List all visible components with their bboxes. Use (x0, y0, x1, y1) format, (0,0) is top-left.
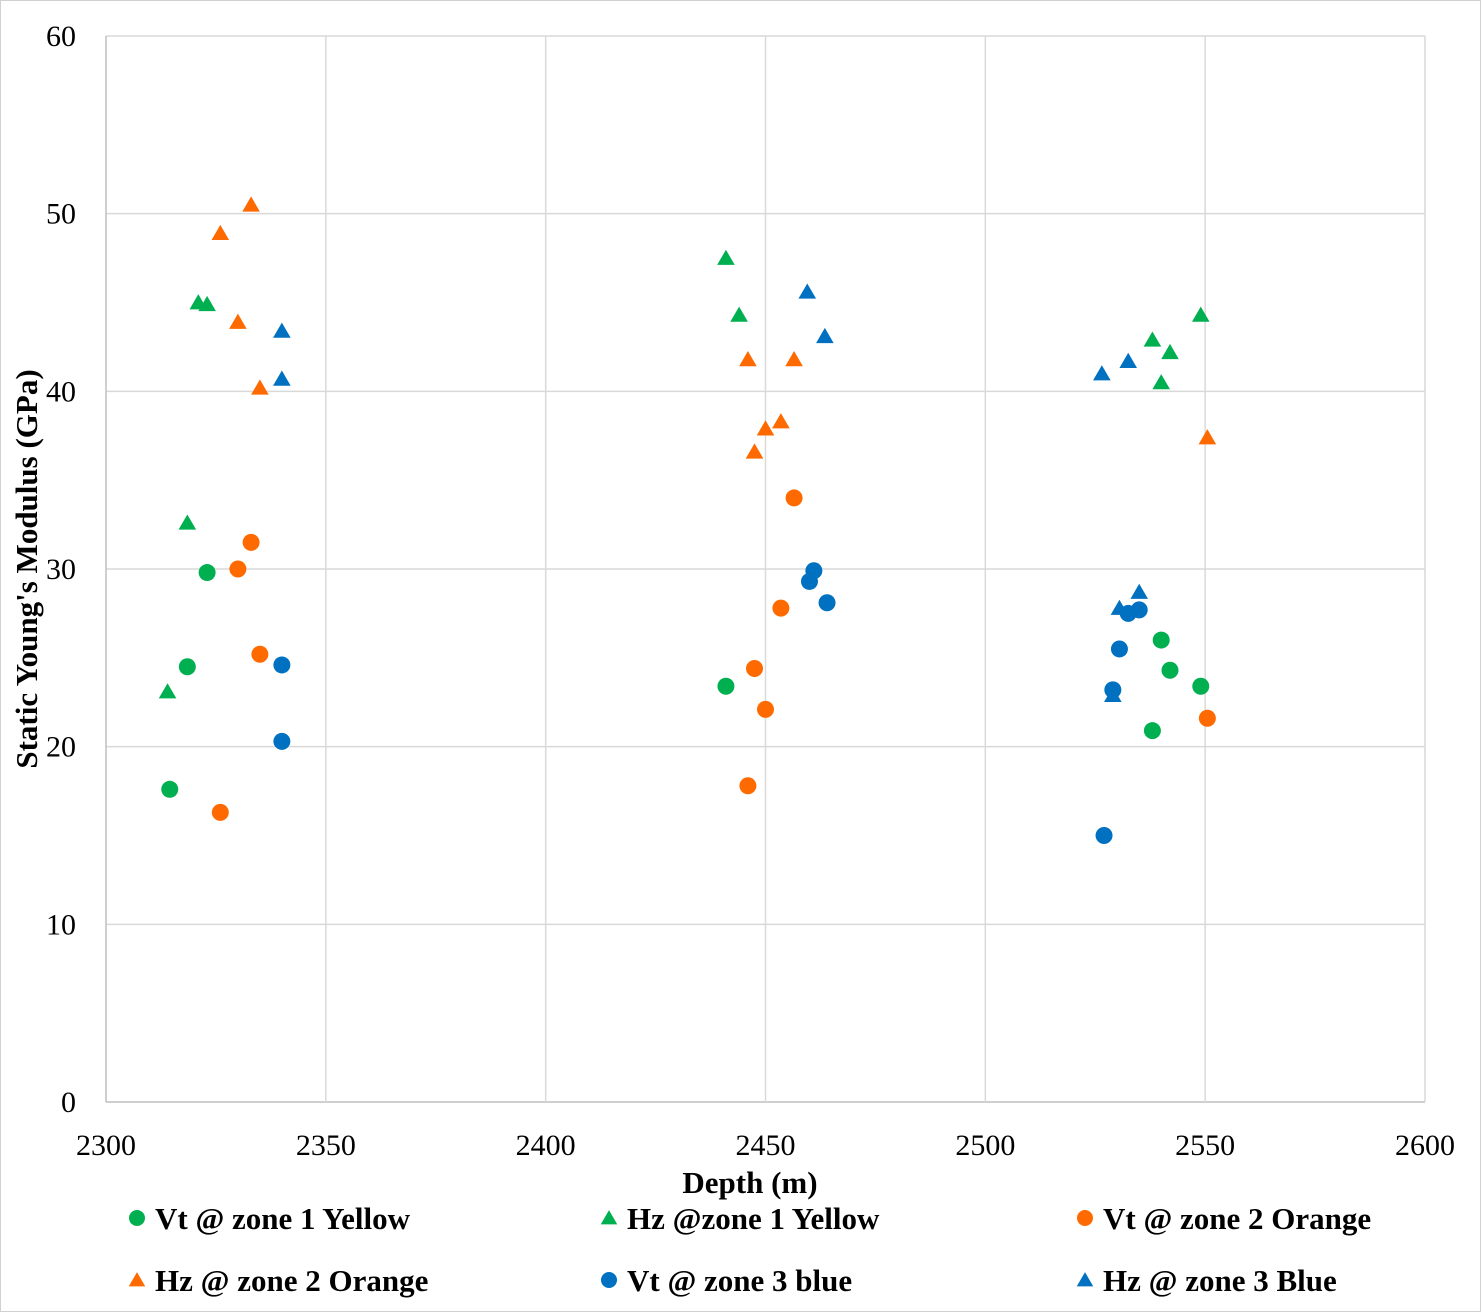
data-point-triangle (785, 350, 803, 367)
x-tick-label: 2500 (955, 1129, 1015, 1162)
data-point-circle (805, 562, 823, 580)
y-tick-label: 10 (46, 908, 76, 941)
legend-triangle-marker (600, 1210, 618, 1225)
x-tick-label: 2300 (76, 1129, 136, 1162)
data-point-triangle (229, 313, 247, 329)
data-point-triangle (745, 443, 764, 459)
x-tick-label: 2450 (736, 1129, 796, 1162)
x-tick-label: 2400 (516, 1129, 576, 1162)
x-tick-label: 2600 (1395, 1129, 1455, 1162)
y-tick-label: 0 (61, 1086, 76, 1119)
legend-label: Hz @ zone 3 Blue (1103, 1263, 1337, 1298)
data-point-circle (1198, 709, 1216, 727)
data-point-circle (242, 533, 260, 551)
data-point-circle (739, 777, 757, 795)
y-tick-label: 50 (46, 198, 76, 231)
data-point-circle (251, 645, 269, 663)
data-points (158, 196, 1217, 844)
data-point-circle (1143, 722, 1161, 740)
legend: Vt @ zone 1 Yellow Hz @zone 1 Yellow Vt @ … (128, 1201, 1371, 1298)
legend-triangle-marker (128, 1272, 146, 1287)
data-point-triangle (273, 370, 291, 386)
data-point-triangle (1130, 583, 1149, 599)
data-point-circle (1152, 631, 1170, 649)
data-point-circle (785, 489, 803, 507)
data-point-triangle (242, 196, 260, 212)
legend-item: Hz @ zone 2 Orange (128, 1263, 428, 1298)
legend-label: Vt @ zone 2 Orange (1103, 1201, 1371, 1236)
x-tick-label: 2350 (296, 1129, 356, 1162)
data-point-triangle (739, 350, 757, 367)
legend-circle-marker (1077, 1210, 1093, 1226)
legend-circle-marker (129, 1210, 145, 1226)
legend-label: Hz @ zone 2 Orange (155, 1263, 428, 1298)
data-point-circle (198, 564, 216, 582)
data-point-circle (1095, 827, 1113, 844)
legend-item: Vt @ zone 1 Yellow (129, 1201, 411, 1236)
data-point-circle (717, 677, 735, 695)
data-point-triangle (273, 322, 291, 338)
data-point-triangle (1104, 686, 1122, 702)
data-point-triangle (756, 420, 775, 436)
data-point-triangle (1093, 365, 1111, 381)
data-point-circle (818, 594, 836, 612)
data-point-triangle (178, 514, 197, 530)
data-point-circle (1192, 677, 1210, 695)
data-point-triangle (198, 295, 216, 312)
legend-item: Hz @ zone 3 Blue (1076, 1263, 1337, 1298)
data-point-triangle (772, 413, 790, 429)
data-point-triangle (1110, 599, 1129, 615)
legend-label: Vt @ zone 1 Yellow (155, 1201, 411, 1236)
legend-label: Hz @zone 1 Yellow (627, 1201, 880, 1236)
data-point-circle (273, 656, 291, 674)
data-point-circle (229, 560, 247, 578)
data-point-triangle (798, 283, 817, 299)
legend-item: Hz @zone 1 Yellow (600, 1201, 880, 1236)
data-point-triangle (158, 683, 177, 699)
data-point-triangle (1152, 374, 1170, 390)
data-point-circle (757, 700, 774, 718)
y-tick-label: 30 (46, 553, 76, 586)
legend-circle-marker (601, 1272, 617, 1288)
data-point-circle (772, 599, 790, 617)
data-point-circle (746, 659, 764, 677)
data-point-triangle (1161, 343, 1179, 360)
y-tick-label: 60 (46, 20, 76, 53)
x-axis-title: Depth (m) (682, 1165, 817, 1200)
data-point-triangle (211, 224, 230, 241)
y-tick-label: 20 (46, 731, 76, 764)
data-point-triangle (1119, 352, 1138, 368)
data-point-circle (161, 780, 179, 798)
legend-label: Vt @ zone 3 blue (627, 1263, 852, 1298)
y-tick-label: 40 (46, 375, 76, 408)
tick-labels: 0 10 20 30 40 50 60 2300 2350 2400 2450 2500 2550 260… (46, 20, 1455, 1162)
data-point-triangle (816, 327, 834, 344)
data-point-circle (1130, 601, 1148, 619)
data-point-circle (273, 732, 291, 750)
y-axis-title: Static Young's Modulus (GPa) (9, 369, 44, 768)
x-tick-label: 2550 (1175, 1129, 1235, 1162)
data-point-circle (1161, 661, 1179, 679)
data-point-triangle (730, 306, 748, 322)
gridlines (105, 35, 1426, 1103)
data-point-triangle (1198, 429, 1217, 445)
data-point-circle (211, 803, 229, 821)
data-point-triangle (1143, 331, 1162, 347)
data-point-circle (178, 658, 196, 676)
data-point-triangle (1191, 306, 1210, 322)
legend-triangle-marker (1076, 1272, 1094, 1287)
data-point-triangle (717, 249, 735, 265)
data-point-triangle (251, 379, 269, 395)
legend-item: Vt @ zone 2 Orange (1077, 1201, 1371, 1236)
legend-item: Vt @ zone 3 blue (601, 1263, 852, 1298)
data-point-circle (1110, 640, 1128, 658)
